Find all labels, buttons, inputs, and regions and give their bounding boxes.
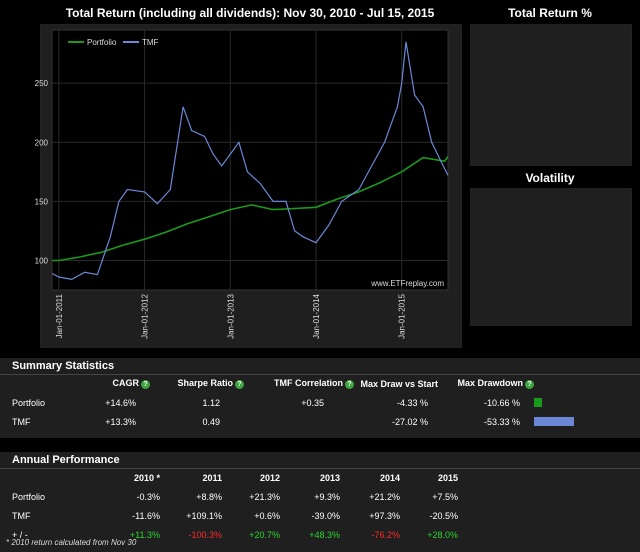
legend-label-portfolio: Portfolio <box>87 38 117 47</box>
summary-table: CAGR? Sharpe Ratio? TMF Correlation? Max… <box>12 374 614 431</box>
x-tick-label: Jan-01-2012 <box>141 293 150 338</box>
drawdown-bar-portfolio <box>534 398 542 407</box>
annual-table: 2010 * 2011 2012 2013 2014 2015 Portfoli… <box>12 468 458 544</box>
volatility-panel <box>470 188 632 326</box>
y-tick-label: 150 <box>35 197 49 206</box>
header-sharpe: Sharpe Ratio? <box>150 374 244 393</box>
table-row: Portfolio -0.3% +8.8% +21.3% +9.3% +21.2… <box>12 491 458 502</box>
drawdown-bar-tmf <box>534 417 574 426</box>
y-tick-label: 100 <box>35 256 49 265</box>
series-line-tmf <box>51 41 449 281</box>
help-icon[interactable]: ? <box>141 379 150 389</box>
x-tick-label: Jan-01-2013 <box>226 293 235 338</box>
header-cagr: CAGR? <box>72 374 150 393</box>
summary-header: Summary Statistics <box>0 358 640 375</box>
total-return-title: Total Return % <box>508 6 592 20</box>
series-line-portfolio <box>52 156 449 262</box>
main-chart-title: Total Return (including all dividends): … <box>65 6 435 20</box>
x-tick-label: Jan-01-2011 <box>55 293 64 338</box>
plot-area <box>51 29 449 291</box>
table-row: TMF +13.3% 0.49 -27.02 % -53.33 % <box>12 412 614 431</box>
table-row: Portfolio +14.6% 1.12 +0.35 -4.33 % -10.… <box>12 393 614 412</box>
header-correlation: TMF Correlation? <box>244 374 354 393</box>
help-icon[interactable]: ? <box>235 379 244 389</box>
volatility-title: Volatility <box>525 171 575 185</box>
help-icon[interactable]: ? <box>525 379 534 389</box>
legend-label-tmf: TMF <box>142 38 159 47</box>
summary-title: Summary Statistics <box>12 360 115 372</box>
watermark: www.ETFreplay.com <box>370 279 444 288</box>
x-tick-label: Jan-01-2014 <box>312 293 321 338</box>
table-row: TMF -11.6% +109.1% +0.6% -39.0% +97.3% -… <box>12 510 458 521</box>
annual-title: Annual Performance <box>12 454 120 466</box>
y-tick-label: 200 <box>35 138 49 147</box>
annual-header: Annual Performance <box>0 452 640 469</box>
header-maxdd: Max Drawdown? <box>438 374 534 393</box>
table-row: + / - +11.3% -100.3% +20.7% +48.3% -76.2… <box>12 529 458 540</box>
x-tick-label: Jan-01-2015 <box>398 293 407 338</box>
help-icon[interactable]: ? <box>345 379 354 389</box>
y-tick-label: 250 <box>35 79 49 88</box>
annual-footnote: * 2010 return calculated from Nov 30 <box>6 538 137 547</box>
total-return-panel <box>470 24 632 166</box>
header-maxdraw: Max Draw vs Start <box>360 378 438 389</box>
